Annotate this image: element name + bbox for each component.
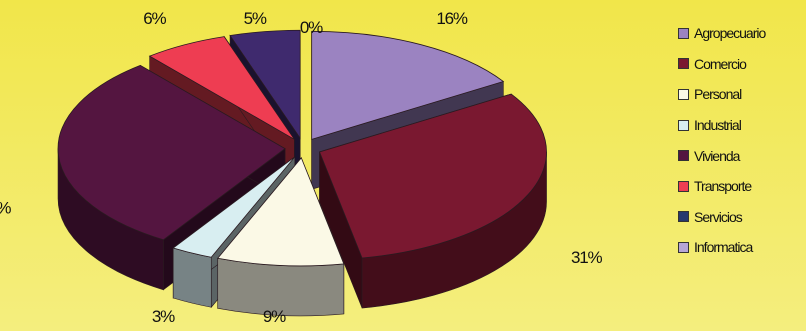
pie-slice-top-vivienda bbox=[57, 64, 286, 241]
pie-slice-top-comercio bbox=[318, 93, 547, 259]
pie-slice-rim-industrial-0 bbox=[172, 247, 212, 308]
legend-item-servicios: Servicios bbox=[678, 202, 804, 233]
legend-swatch bbox=[678, 119, 689, 131]
data-label-comercio: 31% bbox=[571, 248, 603, 267]
pie-slice-top-agropecuario bbox=[311, 30, 505, 140]
data-label-industrial: 3% bbox=[152, 307, 175, 326]
legend-item-transporte: Transporte bbox=[678, 171, 804, 202]
data-label-informatica: 0% bbox=[300, 18, 323, 37]
legend-label: Agropecuario bbox=[694, 25, 766, 42]
legend-label: Transporte bbox=[694, 178, 752, 195]
legend-swatch bbox=[678, 150, 689, 162]
legend-swatch bbox=[678, 88, 689, 100]
legend-swatch bbox=[678, 27, 689, 39]
data-label-agropecuario: 16% bbox=[436, 9, 468, 28]
pie-slice-top-industrial bbox=[172, 156, 296, 258]
legend-label: Industrial bbox=[694, 117, 742, 134]
legend-swatch bbox=[678, 58, 689, 70]
legend-label: Comercio bbox=[694, 55, 747, 72]
legend-swatch bbox=[678, 180, 689, 192]
data-label-transporte: 6% bbox=[143, 9, 166, 28]
data-label-vivienda: 30% bbox=[0, 198, 11, 217]
legend-item-personal: Personal bbox=[678, 79, 804, 110]
legend-item-informatica: Informatica bbox=[678, 232, 804, 263]
pie-slice-comercio bbox=[318, 93, 547, 309]
legend-item-vivienda: Vivienda bbox=[678, 140, 804, 171]
data-label-personal: 9% bbox=[263, 307, 286, 326]
legend-label: Personal bbox=[694, 86, 742, 103]
pie-slice-top-personal bbox=[216, 157, 345, 267]
legend-item-industrial: Industrial bbox=[678, 110, 804, 141]
legend-label: Informatica bbox=[694, 239, 753, 256]
legend-label: Vivienda bbox=[694, 147, 740, 164]
pie-slice-top-servicios bbox=[229, 29, 301, 140]
data-label-servicios: 5% bbox=[244, 9, 267, 28]
legend-swatch bbox=[678, 211, 689, 223]
legend-item-comercio: Comercio bbox=[678, 49, 804, 80]
pie-slice-personal bbox=[216, 157, 345, 317]
legend-label: Servicios bbox=[694, 208, 743, 225]
legend: Agropecuario Comercio Personal Industrial Vi… bbox=[678, 18, 804, 263]
pie-slice-top-transporte bbox=[148, 36, 295, 140]
legend-item-agropecuario: Agropecuario bbox=[678, 18, 804, 49]
legend-swatch bbox=[678, 241, 689, 253]
